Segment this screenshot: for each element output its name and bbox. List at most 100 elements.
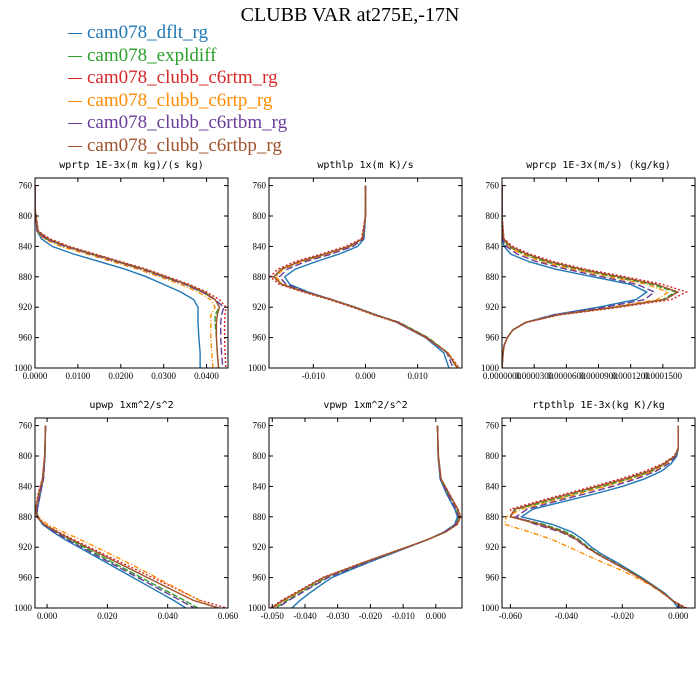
x-tick-label: -0.040 bbox=[293, 611, 317, 621]
series-line bbox=[272, 425, 461, 608]
x-tick-label: 0.000 bbox=[668, 611, 689, 621]
x-tick-label: 0.0000 bbox=[23, 371, 48, 381]
series-line bbox=[269, 185, 460, 368]
series-line bbox=[271, 425, 462, 608]
y-tick-label: 840 bbox=[19, 481, 33, 491]
x-tick-label: 0.0200 bbox=[108, 371, 133, 381]
y-tick-label: 920 bbox=[253, 302, 267, 312]
y-tick-label: 880 bbox=[19, 272, 33, 282]
y-tick-label: 960 bbox=[486, 333, 500, 343]
series-line bbox=[35, 185, 221, 368]
x-tick-label: 0.0000300 bbox=[515, 371, 554, 381]
y-tick-label: 760 bbox=[486, 181, 500, 191]
x-tick-label: -0.010 bbox=[391, 611, 415, 621]
x-tick-label: 0.000 bbox=[426, 611, 447, 621]
chart-panel: wprcp 1E-3x(m/s) (kg/kg) 760 800 840 880 920 9… bbox=[481, 160, 696, 381]
y-tick-label: 960 bbox=[253, 333, 267, 343]
legend-entry: cam078_clubb_c6rtbm_rg bbox=[68, 112, 287, 135]
y-tick-label: 760 bbox=[253, 181, 267, 191]
x-tick-label: -0.010 bbox=[302, 371, 326, 381]
series-line bbox=[36, 425, 215, 608]
x-tick-label: -0.020 bbox=[359, 611, 383, 621]
y-tick-label: 800 bbox=[19, 451, 33, 461]
y-tick-label: 960 bbox=[19, 333, 33, 343]
panel-title: wprcp 1E-3x(m/s) (kg/kg) bbox=[526, 160, 671, 171]
y-tick-label: 760 bbox=[19, 421, 33, 431]
x-tick-label: 0.0300 bbox=[151, 371, 176, 381]
x-tick-label: 0.0001200 bbox=[612, 371, 651, 381]
x-tick-label: 0.040 bbox=[158, 611, 179, 621]
legend-swatch bbox=[68, 123, 82, 125]
legend-entry: cam078_clubb_c6rtp_rg bbox=[68, 90, 287, 113]
y-tick-label: 840 bbox=[19, 241, 33, 251]
y-tick-label: 880 bbox=[253, 512, 267, 522]
series-line bbox=[272, 185, 458, 368]
legend-swatch bbox=[68, 33, 82, 35]
panel-title: upwp 1xm^2/s^2 bbox=[89, 400, 173, 411]
y-tick-label: 840 bbox=[486, 241, 500, 251]
legend-label: cam078_dflt_rg bbox=[87, 22, 209, 43]
series-line bbox=[36, 425, 195, 608]
y-tick-label: 840 bbox=[253, 481, 267, 491]
y-tick-label: 1000 bbox=[14, 363, 33, 373]
y-tick-label: 760 bbox=[19, 181, 33, 191]
chart-panel: rtpthlp 1E-3x(kg K)/kg 760 800 840 880 920 960… bbox=[481, 400, 696, 621]
y-tick-label: 920 bbox=[486, 542, 500, 552]
y-tick-label: 920 bbox=[19, 542, 33, 552]
x-tick-label: 0.000 bbox=[355, 371, 376, 381]
series-line bbox=[275, 425, 460, 608]
plot-frame bbox=[34, 417, 229, 609]
series-line bbox=[502, 185, 670, 368]
figure-title: CLUBB VAR at275E,-17N bbox=[240, 4, 460, 26]
x-tick-label: 0.0000600 bbox=[547, 371, 586, 381]
plot-frame bbox=[268, 417, 463, 609]
legend-entry: cam078_clubb_c6rtbp_rg bbox=[68, 135, 287, 158]
y-tick-label: 840 bbox=[486, 481, 500, 491]
legend-swatch bbox=[68, 55, 82, 57]
series-line bbox=[509, 425, 685, 608]
plot-frame bbox=[34, 177, 229, 369]
y-tick-label: 880 bbox=[19, 512, 33, 522]
panel-title: wprtp 1E-3x(m kg)/(s kg) bbox=[59, 160, 204, 171]
series-line bbox=[276, 425, 460, 608]
y-tick-label: 800 bbox=[19, 211, 33, 221]
series-line bbox=[35, 425, 220, 608]
y-tick-label: 1000 bbox=[248, 363, 267, 373]
legend-swatch bbox=[68, 145, 82, 147]
series-line bbox=[503, 425, 685, 608]
x-tick-label: 0.0000900 bbox=[579, 371, 618, 381]
y-tick-label: 1000 bbox=[14, 603, 33, 613]
legend-entry: cam078_dflt_rg bbox=[68, 22, 287, 45]
series-line bbox=[519, 425, 679, 608]
y-tick-label: 960 bbox=[253, 573, 267, 583]
y-tick-label: 920 bbox=[253, 542, 267, 552]
chart-panel: wprtp 1E-3x(m kg)/(s kg) 760 800 840 880 920 9… bbox=[14, 160, 229, 381]
y-tick-label: 880 bbox=[253, 272, 267, 282]
y-tick-label: 920 bbox=[19, 302, 33, 312]
panel-title: rtpthlp 1E-3x(kg K)/kg bbox=[532, 400, 664, 411]
legend-label: cam078_clubb_c6rtbp_rg bbox=[87, 134, 282, 156]
y-tick-label: 960 bbox=[19, 573, 33, 583]
series-line bbox=[35, 425, 199, 608]
x-tick-label: 0.020 bbox=[97, 611, 118, 621]
series-line bbox=[35, 185, 225, 368]
series-line bbox=[35, 185, 216, 368]
legend-label: cam078_clubb_c6rtm_rg bbox=[87, 67, 278, 88]
y-tick-label: 840 bbox=[253, 241, 267, 251]
y-tick-label: 880 bbox=[486, 512, 500, 522]
chart-panel: upwp 1xm^2/s^2 760 800 840 880 920 960 1000 0.00… bbox=[14, 400, 239, 621]
y-tick-label: 800 bbox=[253, 451, 267, 461]
x-tick-label: 0.000 bbox=[37, 611, 58, 621]
series-line bbox=[502, 185, 656, 368]
series-line bbox=[502, 185, 680, 368]
series-line bbox=[35, 185, 227, 368]
legend-swatch bbox=[68, 100, 82, 102]
series-line bbox=[35, 185, 221, 368]
series-line bbox=[509, 425, 686, 608]
x-tick-label: 0.0100 bbox=[66, 371, 91, 381]
legend-label: cam078_clubb_c6rtp_rg bbox=[87, 89, 273, 111]
series-line bbox=[35, 185, 201, 368]
series-line bbox=[509, 425, 687, 608]
x-tick-label: -0.060 bbox=[499, 611, 523, 621]
